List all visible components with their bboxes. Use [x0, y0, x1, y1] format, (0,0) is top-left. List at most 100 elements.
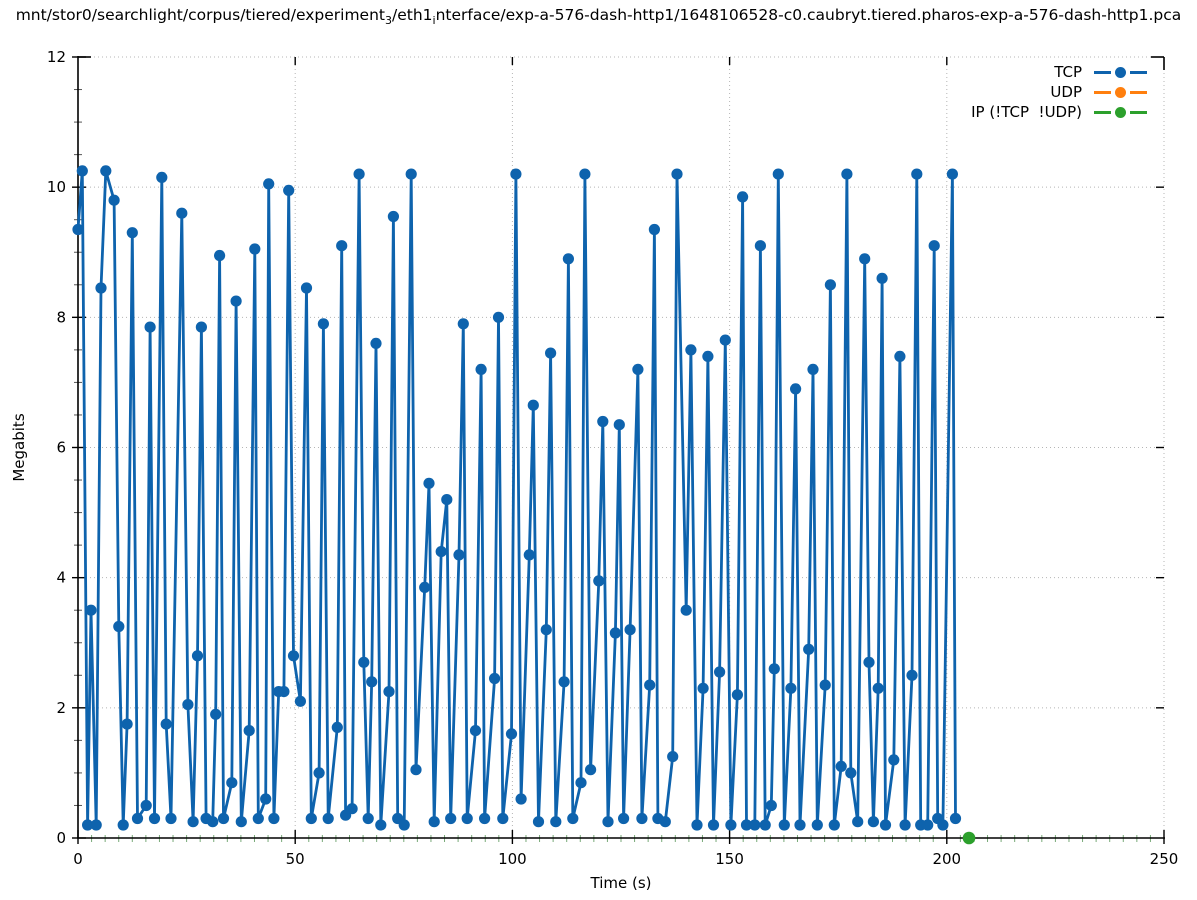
data-point-tcp	[131, 812, 144, 825]
legend-row-ip-tcp-udp: IP (!TCP !UDP)	[971, 103, 1147, 121]
data-point-tcp	[479, 812, 491, 825]
data-point-tcp	[353, 168, 365, 180]
y-tick-label-10: 10	[47, 178, 66, 196]
data-point-tcp	[435, 546, 447, 558]
data-point-tcp	[278, 686, 290, 698]
data-point-tcp	[772, 168, 784, 180]
data-point-tcp	[336, 240, 348, 252]
data-point-tcp	[803, 643, 815, 655]
data-point-tcp	[217, 812, 230, 825]
data-point-tcp	[835, 760, 847, 773]
data-point-tcp	[785, 682, 797, 694]
data-point-tcp	[100, 165, 112, 177]
data-point-tcp	[558, 676, 570, 688]
data-point-tcp	[85, 604, 97, 616]
data-point-tcp	[90, 819, 102, 831]
data-point-tcp	[469, 725, 482, 737]
data-point-tcp	[824, 279, 837, 291]
y-tick-label-8: 8	[56, 308, 66, 326]
data-point-tcp	[714, 666, 726, 678]
y-tick-label-4: 4	[56, 569, 66, 587]
data-point-tcp	[410, 764, 422, 776]
data-point-tcp	[313, 767, 325, 779]
data-point-tcp	[636, 812, 648, 825]
data-point-tcp	[597, 415, 609, 428]
data-point-tcp	[778, 819, 790, 831]
data-point-tcp	[928, 240, 940, 252]
data-point-tcp	[754, 240, 767, 252]
data-point-tcp	[230, 295, 242, 307]
title-segment: nterface/exp-a-576-dash-http1/1648106528…	[435, 6, 1182, 24]
data-point-tcp	[346, 803, 358, 815]
data-point-tcp	[294, 695, 306, 707]
x-tick-label-0: 0	[73, 850, 83, 868]
data-point-tcp	[624, 624, 636, 636]
data-point-tcp	[828, 819, 840, 831]
data-point-tcp	[906, 669, 918, 681]
data-point-tcp	[207, 816, 219, 828]
data-point-tcp	[243, 725, 255, 737]
data-point-tcp	[550, 816, 562, 828]
data-point-tcp	[794, 819, 806, 831]
data-point-tcp	[226, 777, 238, 789]
data-point-tcp	[113, 620, 125, 633]
data-point-tcp	[680, 604, 692, 616]
data-point-tcp	[428, 816, 440, 828]
data-point-tcp	[609, 627, 622, 639]
data-point-tcp	[567, 812, 579, 825]
data-point-tcp	[659, 816, 671, 828]
data-point-tcp	[366, 676, 378, 688]
data-point-tcp	[387, 210, 399, 223]
data-point-tcp	[949, 812, 962, 825]
data-point-tcp	[819, 679, 831, 691]
data-point-tcp	[489, 672, 501, 685]
title-segment: /eth1	[392, 6, 433, 24]
y-tick-label-12: 12	[47, 48, 66, 66]
data-point-tcp	[144, 321, 156, 333]
data-point-tcp	[768, 663, 780, 675]
data-point-tcp	[879, 819, 892, 831]
data-point-tcp	[725, 819, 737, 831]
data-point-tcp	[305, 812, 317, 825]
data-point-tcp	[283, 184, 295, 196]
data-point-tcp	[841, 168, 853, 180]
data-point-tcp	[691, 819, 703, 831]
data-point-tcp	[515, 793, 527, 805]
x-tick-label-250: 250	[1150, 850, 1179, 868]
legend: TCP UDP IP (!TCP !UDP)	[971, 63, 1147, 121]
data-point-tcp	[532, 816, 545, 828]
data-point-tcp	[593, 575, 605, 587]
data-point-tcp	[937, 819, 949, 831]
data-point-tcp	[419, 581, 431, 594]
data-point-tcp	[719, 334, 731, 346]
data-point-tcp	[731, 689, 744, 701]
data-point-tcp	[383, 686, 395, 698]
data-point-tcp	[922, 819, 934, 831]
legend-line-sample	[1094, 66, 1147, 78]
data-point-tcp	[370, 337, 382, 349]
data-point-tcp	[117, 819, 129, 831]
data-point-tcp	[585, 764, 597, 776]
data-point-tcp	[182, 699, 194, 711]
data-point-tcp	[108, 194, 120, 206]
data-point-tcp	[156, 171, 168, 183]
data-point-tcp	[867, 816, 880, 828]
legend-line-sample	[1094, 106, 1147, 118]
data-point-tcp	[331, 721, 343, 734]
data-point-tcp	[235, 816, 247, 828]
data-point-tcp	[859, 253, 871, 265]
data-point-tcp	[702, 350, 714, 362]
data-point-tcp	[759, 819, 771, 831]
data-point-tcp	[140, 799, 152, 812]
data-point-tcp	[510, 168, 522, 180]
data-point-tcp	[811, 819, 823, 831]
x-tick-label-50: 50	[286, 850, 305, 868]
data-point-tcp	[852, 816, 864, 828]
legend-label: IP (!TCP !UDP)	[971, 103, 1082, 121]
data-point-tcp	[405, 168, 417, 180]
data-point-tcp	[697, 682, 709, 694]
data-point-tcp	[492, 311, 505, 323]
legend-marker-icon	[1115, 66, 1126, 78]
legend-label: TCP	[1054, 63, 1082, 81]
